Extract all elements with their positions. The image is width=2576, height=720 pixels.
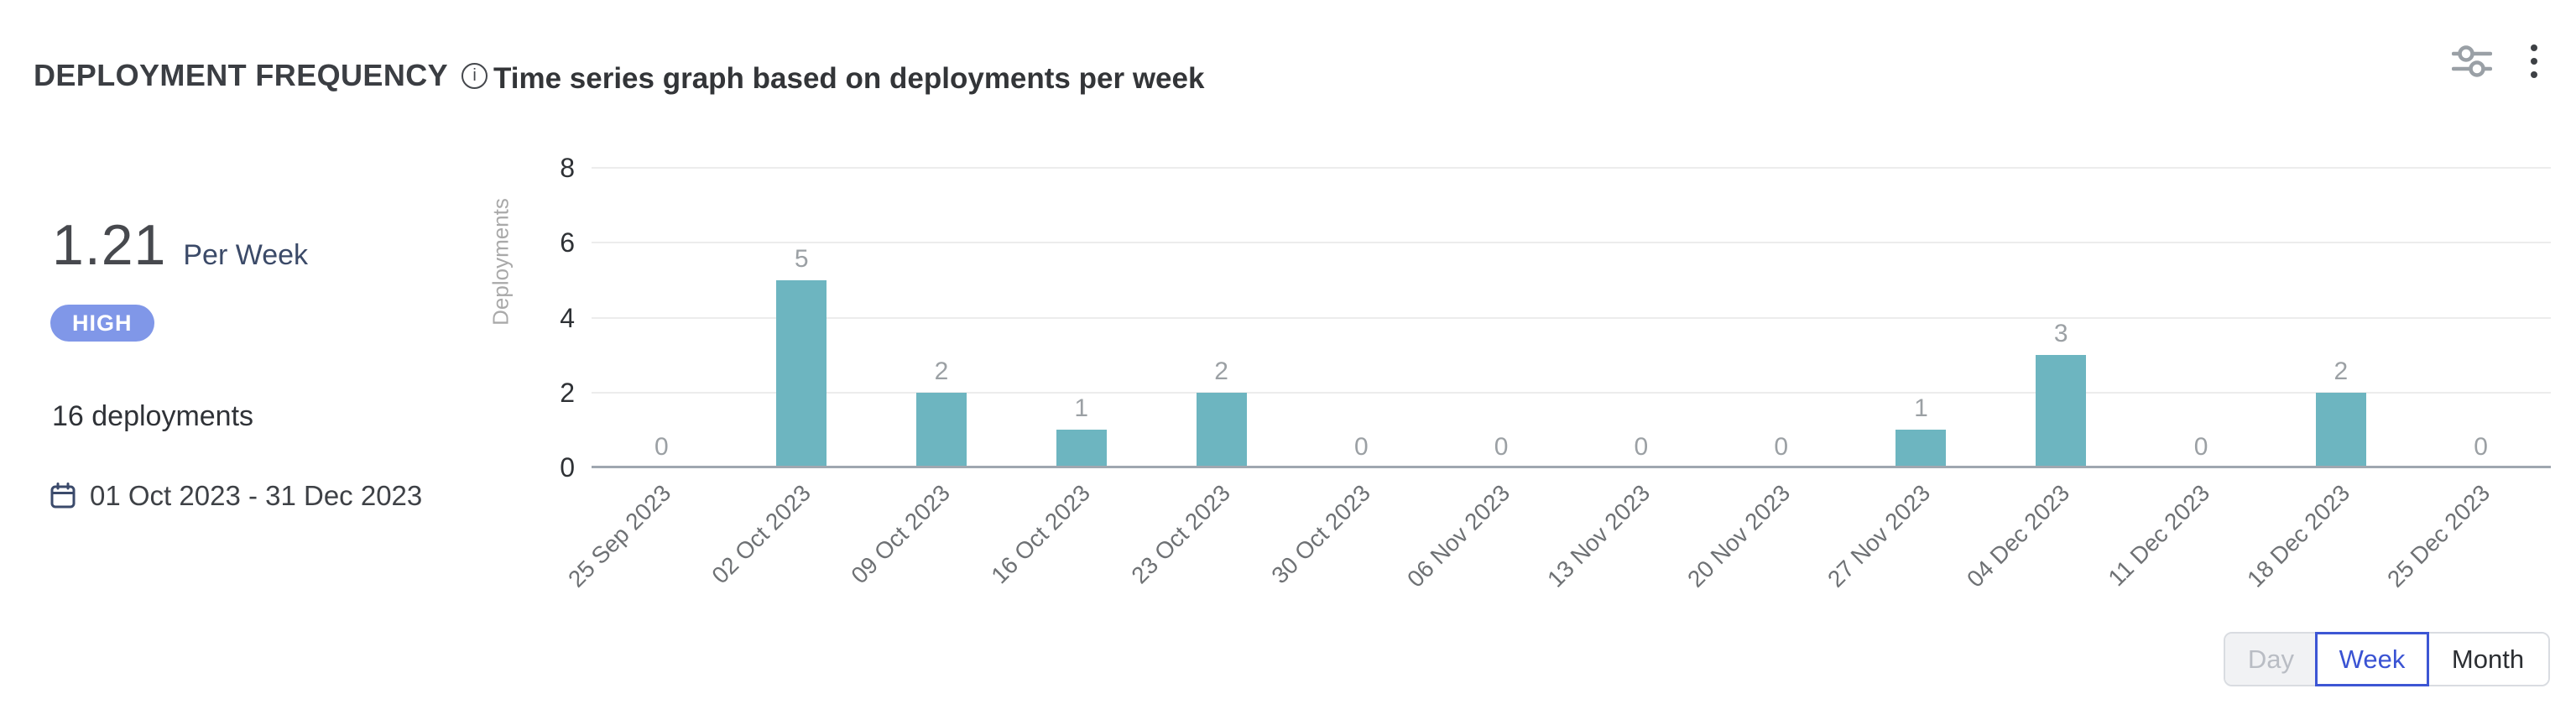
x-axis-tick-label: 27 Nov 2023 [1822, 479, 1935, 592]
bar-value-label: 1 [1914, 394, 1928, 423]
plot-area: 0 25 Sep 2023 5 02 Oct 2023 2 09 Oct 2023 1 16 … [563, 167, 2551, 592]
x-axis-tick-label: 25 Sep 2023 [562, 479, 675, 592]
chart-bar[interactable] [2036, 355, 2087, 467]
x-axis-tick-label: 13 Nov 2023 [1542, 479, 1656, 592]
bar-value-label: 2 [934, 357, 949, 385]
y-axis-tick-label: 6 [560, 227, 575, 258]
calendar-icon [50, 483, 76, 509]
x-axis-line [592, 466, 2551, 468]
date-range-row: 01 Oct 2023 - 31 Dec 2023 [50, 480, 422, 512]
gridline [592, 391, 2551, 394]
x-axis-tick-label: 25 Dec 2023 [2381, 479, 2495, 592]
chart-bar[interactable] [2315, 392, 2366, 467]
chart-bar[interactable] [776, 279, 827, 467]
gridline [592, 316, 2551, 319]
bar-value-label: 0 [1774, 433, 1789, 461]
rate-value: 1.21 [52, 213, 167, 277]
chart-bar[interactable] [915, 392, 967, 467]
bar-value-label: 2 [1214, 357, 1228, 385]
x-axis-tick-label: 06 Nov 2023 [1402, 479, 1515, 592]
x-axis-tick-label: 20 Nov 2023 [1682, 479, 1796, 592]
bar-value-label: 1 [1074, 394, 1089, 423]
date-range-text: 01 Oct 2023 - 31 Dec 2023 [90, 480, 423, 511]
rate-unit: Per Week [183, 239, 309, 271]
bar-value-label: 0 [1634, 433, 1649, 461]
chart-bar[interactable] [1196, 392, 1247, 467]
y-axis-tick-label: 2 [560, 377, 575, 408]
deployment-rate-metric: 1.21 Per Week [52, 217, 308, 274]
toggle-day-button[interactable]: Day [2225, 634, 2317, 685]
header-actions [2448, 39, 2542, 84]
x-axis-tick-label: 18 Dec 2023 [2242, 479, 2355, 592]
bar-value-label: 5 [794, 244, 809, 273]
chart-subtitle: Time series graph based on deployments p… [493, 62, 1205, 95]
info-icon[interactable]: i [461, 62, 488, 89]
bar-value-label: 0 [1353, 433, 1369, 461]
chart-bar[interactable] [1056, 430, 1107, 467]
x-axis-tick-label: 04 Dec 2023 [1962, 479, 2075, 592]
x-axis-tick-label: 23 Oct 2023 [1126, 479, 1236, 589]
x-axis-tick-label: 30 Oct 2023 [1266, 479, 1375, 589]
bar-value-label: 0 [1494, 433, 1509, 461]
x-axis-tick-label: 16 Oct 2023 [986, 479, 1096, 589]
widget-header: DEPLOYMENT FREQUENCY i [34, 57, 488, 94]
gridline [592, 167, 2551, 169]
bar-value-label: 0 [2474, 433, 2488, 461]
chart-bar[interactable] [1895, 430, 1947, 467]
bar-value-label: 2 [2334, 357, 2349, 385]
x-axis-tick-label: 11 Dec 2023 [2103, 479, 2215, 592]
x-axis-tick-label: 02 Oct 2023 [706, 479, 816, 589]
kebab-menu-icon[interactable] [2526, 39, 2542, 84]
y-axis-tick-label: 0 [560, 452, 575, 483]
y-axis-tick-label: 4 [560, 302, 575, 333]
bar-value-label: 0 [654, 433, 669, 461]
gridline [592, 242, 2551, 244]
toggle-month-button[interactable]: Month [2427, 634, 2548, 685]
granularity-toggle: Day Week Month [2224, 632, 2550, 686]
bar-value-label: 0 [2193, 433, 2208, 461]
widget-title: DEPLOYMENT FREQUENCY [34, 58, 449, 92]
total-deployments: 16 deployments [52, 400, 254, 432]
bar-value-label: 3 [2053, 320, 2068, 348]
y-axis-tick-label: 8 [560, 153, 575, 183]
filter-sliders-icon[interactable] [2448, 41, 2495, 81]
x-axis-tick-label: 09 Oct 2023 [846, 479, 956, 589]
performance-level-badge: HIGH [50, 305, 154, 342]
toggle-week-button[interactable]: Week [2315, 632, 2429, 686]
